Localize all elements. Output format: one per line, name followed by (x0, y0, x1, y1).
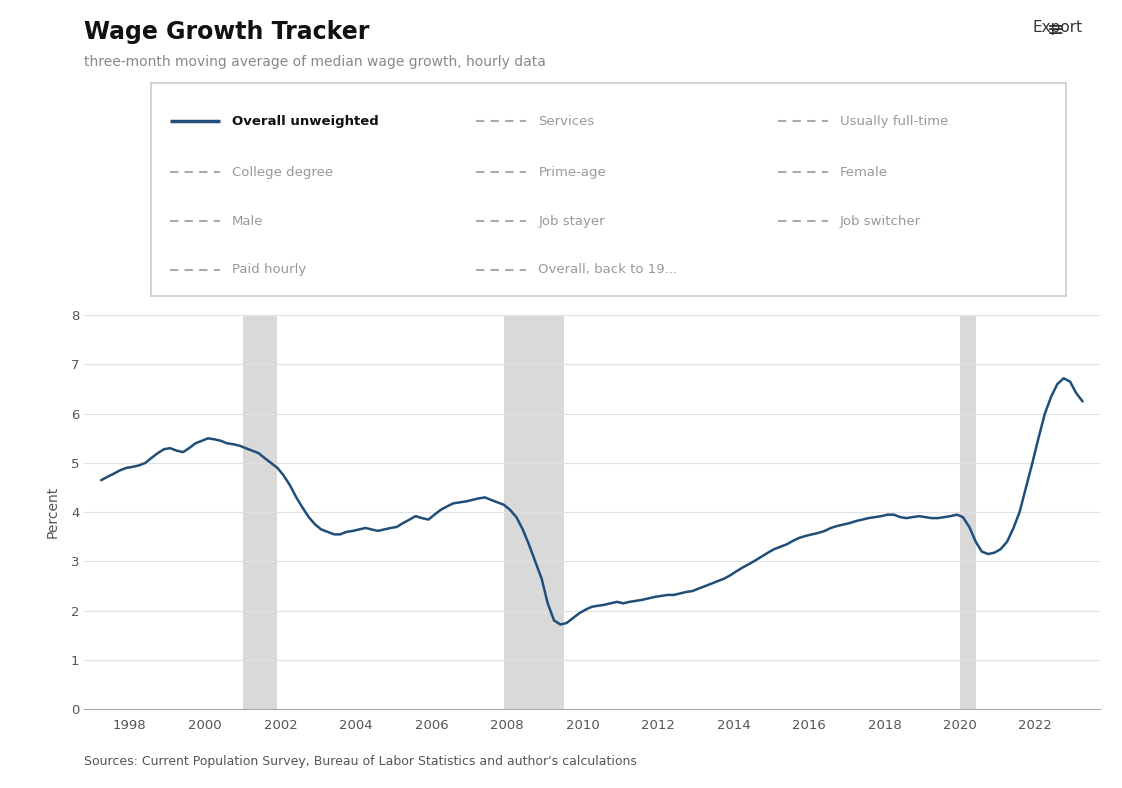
Text: Usually full-time: Usually full-time (840, 114, 948, 128)
Text: Sources: Current Population Survey, Bureau of Labor Statistics and author's calc: Sources: Current Population Survey, Bure… (84, 756, 637, 768)
Text: Prime-age: Prime-age (539, 165, 606, 179)
Text: ≡: ≡ (1047, 20, 1065, 39)
Text: three-month moving average of median wage growth, hourly data: three-month moving average of median wag… (84, 55, 546, 69)
Text: Female: Female (840, 165, 888, 179)
Text: Job switcher: Job switcher (840, 214, 921, 228)
Bar (242, 315, 277, 709)
Text: Male: Male (232, 214, 264, 228)
Text: Paid hourly: Paid hourly (232, 263, 306, 277)
Y-axis label: Percent: Percent (46, 486, 59, 538)
Text: Services: Services (539, 114, 595, 128)
Text: Overall unweighted: Overall unweighted (232, 114, 379, 128)
Text: Overall, back to 19...: Overall, back to 19... (539, 263, 678, 277)
Text: Export: Export (1032, 20, 1083, 35)
Bar (504, 315, 563, 709)
Text: Wage Growth Tracker: Wage Growth Tracker (84, 20, 369, 43)
Text: Job stayer: Job stayer (539, 214, 605, 228)
Text: College degree: College degree (232, 165, 333, 179)
Bar (960, 315, 976, 709)
